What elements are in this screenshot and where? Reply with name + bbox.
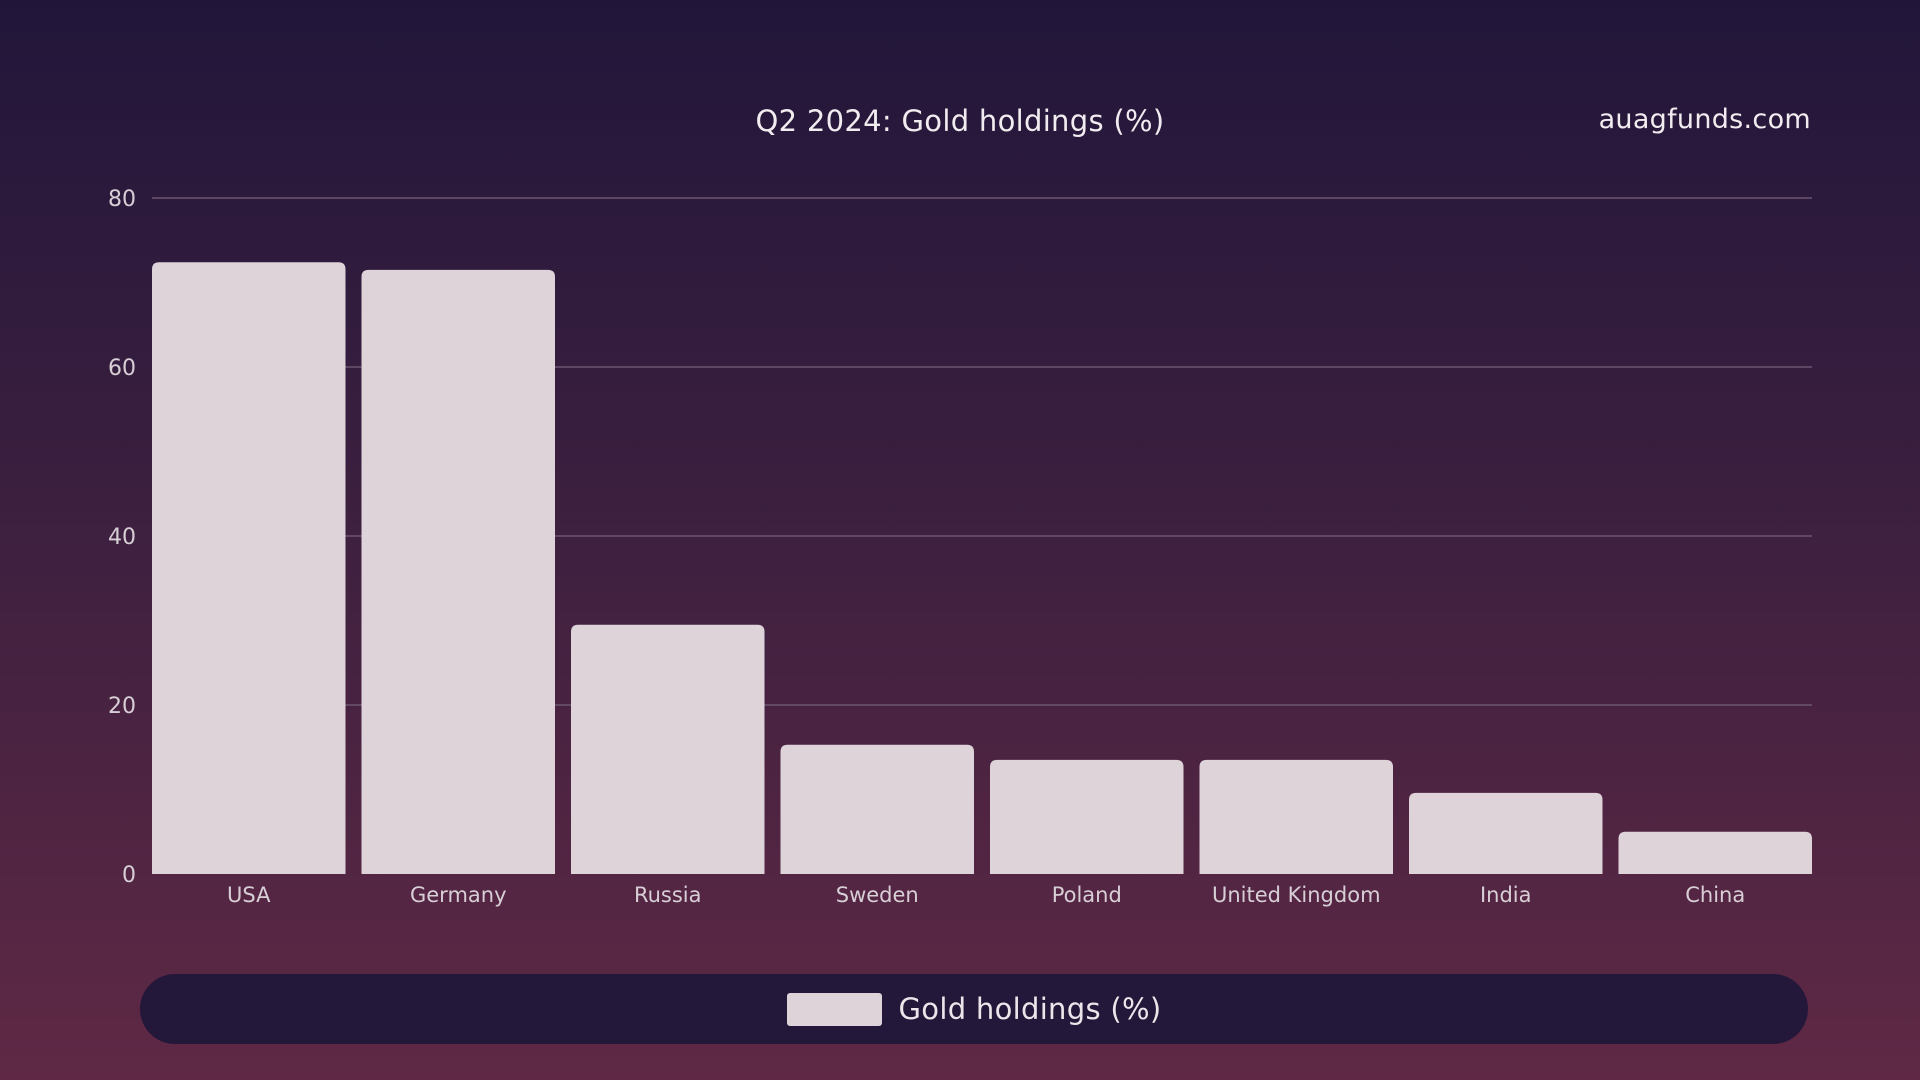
bar-russia bbox=[571, 624, 765, 874]
x-tick-label: Poland bbox=[1052, 883, 1122, 907]
bar-china bbox=[1618, 831, 1812, 874]
source-label: auagfunds.com bbox=[1598, 104, 1811, 135]
y-tick-label: 40 bbox=[108, 525, 136, 550]
y-tick-label: 80 bbox=[108, 187, 136, 212]
bar-india bbox=[1409, 792, 1603, 874]
y-tick-label: 60 bbox=[108, 356, 136, 381]
y-tick-label: 20 bbox=[108, 694, 136, 719]
bar-sweden bbox=[780, 744, 974, 874]
x-tick-label: Russia bbox=[634, 883, 702, 907]
bar-poland bbox=[990, 759, 1184, 874]
legend-label: Gold holdings (%) bbox=[898, 992, 1162, 1026]
x-tick-label: United Kingdom bbox=[1212, 883, 1381, 907]
bar-germany bbox=[361, 269, 555, 874]
legend: Gold holdings (%) bbox=[140, 974, 1808, 1044]
x-tick-label: China bbox=[1685, 883, 1745, 907]
x-tick-label: USA bbox=[227, 883, 271, 907]
legend-swatch bbox=[786, 992, 882, 1026]
bar-usa bbox=[152, 262, 346, 875]
x-tick-label: Germany bbox=[410, 883, 507, 907]
y-tick-label: 0 bbox=[122, 863, 136, 888]
x-tick-label: India bbox=[1480, 883, 1532, 907]
x-tick-label: Sweden bbox=[836, 883, 919, 907]
chart-title: Q2 2024: Gold holdings (%) bbox=[755, 104, 1165, 138]
bar-united-kingdom bbox=[1199, 759, 1393, 874]
